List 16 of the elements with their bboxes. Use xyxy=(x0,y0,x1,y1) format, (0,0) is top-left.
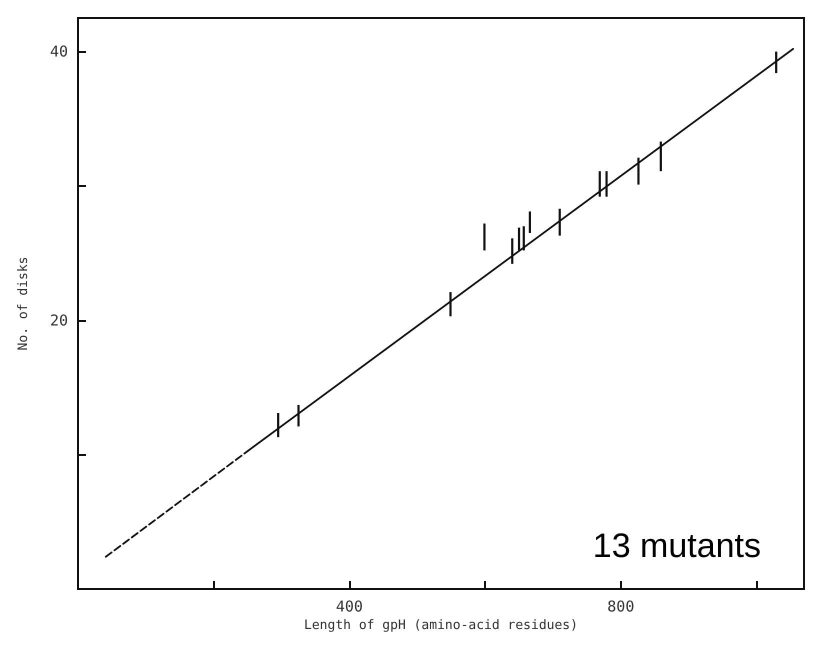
bar xyxy=(277,413,280,438)
bar xyxy=(598,171,601,197)
x-tick-label: 400 xyxy=(336,598,363,616)
bar xyxy=(483,224,486,250)
annotation: 13 mutants xyxy=(592,527,762,565)
bar xyxy=(558,208,561,236)
y-axis-title: No. of disks xyxy=(16,256,31,350)
bar xyxy=(528,211,531,233)
x-tick-label: 800 xyxy=(607,598,634,616)
bar xyxy=(775,52,778,74)
x-axis-title: Length of gpH (amino-acid residues) xyxy=(304,618,578,633)
y-tick-label: 20 xyxy=(50,311,68,330)
y-tick-label: 40 xyxy=(50,42,68,61)
bar xyxy=(660,142,662,172)
bar xyxy=(522,226,525,250)
bar xyxy=(511,238,514,264)
